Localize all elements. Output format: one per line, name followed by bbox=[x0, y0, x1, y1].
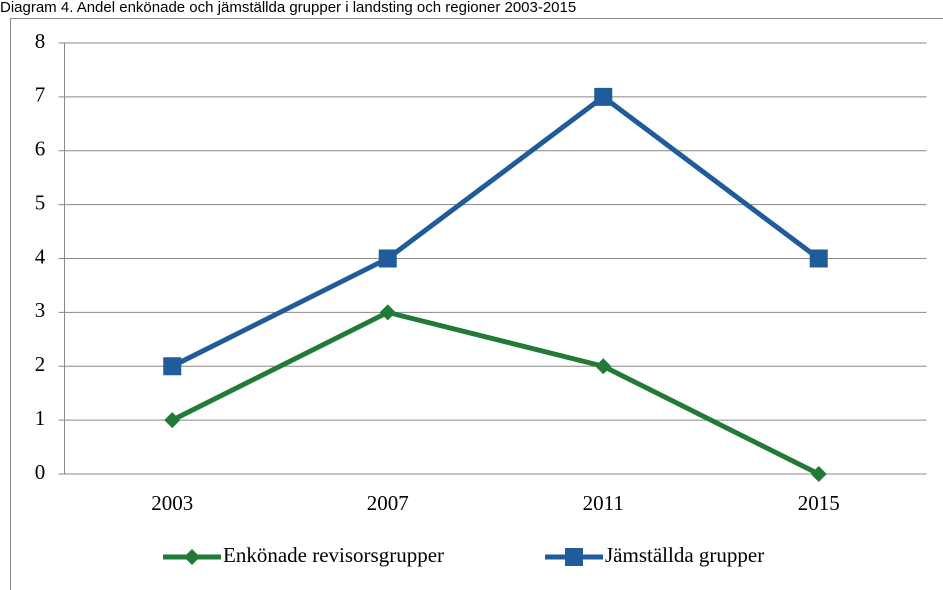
marker bbox=[184, 549, 200, 565]
marker bbox=[809, 249, 828, 268]
chart-frame bbox=[10, 18, 943, 590]
y-tick-label: 8 bbox=[35, 29, 46, 53]
x-tick-label: 2003 bbox=[151, 491, 193, 515]
marker bbox=[164, 412, 181, 429]
marker bbox=[594, 87, 613, 106]
marker bbox=[378, 249, 397, 268]
legend-label: Enkönade revisorsgrupper bbox=[223, 543, 444, 567]
x-tick-label: 2015 bbox=[798, 491, 840, 515]
y-tick-label: 5 bbox=[35, 190, 46, 214]
marker bbox=[595, 358, 612, 375]
series-line bbox=[171, 94, 821, 369]
y-tick-label: 4 bbox=[35, 244, 46, 268]
y-tick-label: 1 bbox=[35, 406, 46, 430]
x-tick-label: 2007 bbox=[367, 491, 409, 515]
series-line bbox=[171, 309, 820, 477]
y-tick-label: 3 bbox=[35, 298, 46, 322]
y-tick-label: 6 bbox=[35, 137, 46, 161]
marker bbox=[379, 304, 396, 321]
marker bbox=[163, 357, 182, 376]
y-tick-label: 7 bbox=[35, 83, 46, 107]
chart-title: Diagram 4. Andel enkönade och jämställda… bbox=[0, 0, 576, 16]
y-tick-label: 0 bbox=[35, 460, 46, 484]
y-tick-label: 2 bbox=[35, 352, 46, 376]
legend-label: Jämställda grupper bbox=[605, 543, 764, 567]
marker bbox=[810, 466, 827, 482]
x-tick-label: 2011 bbox=[583, 491, 624, 515]
marker bbox=[565, 548, 583, 566]
